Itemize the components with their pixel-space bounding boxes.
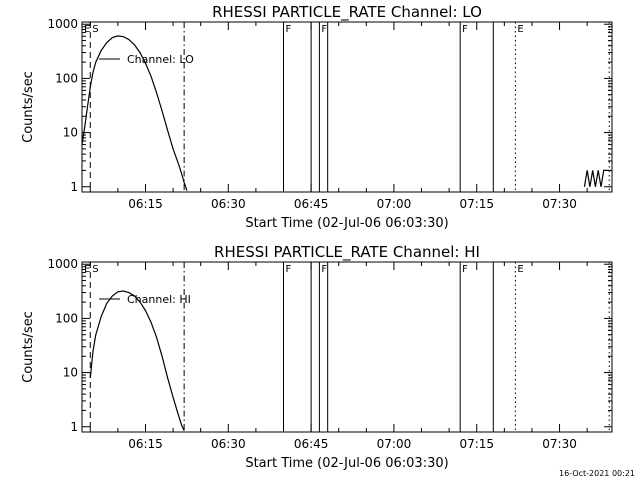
x-axis-label: Start Time (02-Jul-06 06:03:30) [245, 456, 448, 471]
legend-entry: Channel: HI [127, 293, 191, 306]
flag-label: S [92, 264, 98, 275]
x-tick-label: 07:00 [377, 197, 412, 211]
x-tick-label: 07:00 [377, 437, 412, 451]
flag-label: F [286, 264, 292, 275]
x-axis-label: Start Time (02-Jul-06 06:03:30) [245, 216, 448, 231]
flag-label: E [84, 264, 90, 275]
y-axis-label: Counts/sec [21, 71, 36, 143]
x-tick-label: 06:30 [211, 437, 246, 451]
x-tick-label: 06:30 [211, 197, 246, 211]
x-tick-label: 06:45 [294, 197, 329, 211]
flag-label: F [462, 24, 468, 35]
panel-lo: RHESSI PARTICLE_RATE Channel: LO Start Ti… [21, 3, 613, 231]
y-tick-label: 100 [55, 311, 78, 325]
flag-label: S [92, 24, 98, 35]
x-tick-label: 06:15 [128, 197, 163, 211]
y-tick-label: 1000 [47, 257, 78, 271]
legend-entry: Channel: LO [127, 53, 194, 66]
y-tick-label: 10 [63, 126, 78, 140]
y-tick-label: 1000 [47, 17, 78, 31]
flag-label: E [517, 264, 523, 275]
series-main-line [89, 290, 185, 431]
x-tick-label: 06:45 [294, 437, 329, 451]
flag-label: E [84, 24, 90, 35]
x-tick-label: 07:30 [542, 197, 577, 211]
y-tick-label: 100 [55, 71, 78, 85]
flag-label: F [286, 24, 292, 35]
x-tick-label: 07:15 [459, 437, 494, 451]
footer-timestamp: 16-Oct-2021 00:21 [559, 469, 635, 478]
flag-label: E [517, 24, 523, 35]
panel-hi: RHESSI PARTICLE_RATE Channel: HI Start Ti… [21, 243, 613, 471]
chart-title: RHESSI PARTICLE_RATE Channel: HI [214, 243, 480, 262]
flag-label: F [462, 264, 468, 275]
y-tick-label: 1 [70, 420, 78, 434]
series-secondary-line [583, 169, 610, 187]
series-main-line [81, 35, 188, 191]
y-tick-label: 10 [63, 366, 78, 380]
flag-label: F [321, 264, 327, 275]
y-axis-label: Counts/sec [21, 311, 36, 383]
chart-title: RHESSI PARTICLE_RATE Channel: LO [212, 3, 482, 22]
x-tick-label: 07:30 [542, 437, 577, 451]
flag-label: F [321, 24, 327, 35]
y-tick-label: 1 [70, 180, 78, 194]
x-tick-label: 07:15 [459, 197, 494, 211]
x-tick-label: 06:15 [128, 437, 163, 451]
